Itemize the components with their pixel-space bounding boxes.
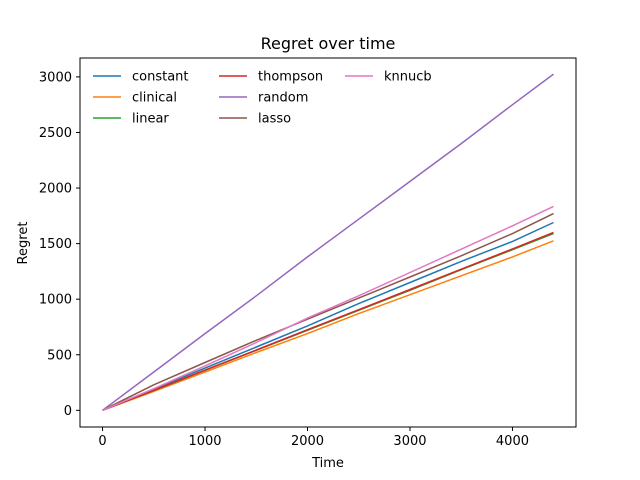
series-line-clinical	[102, 240, 554, 412]
legend-entry-constant: constant	[93, 70, 189, 85]
series-line-thompson	[102, 231, 554, 411]
y-axis-label: Regret	[16, 222, 31, 265]
series-line-knnucb	[102, 205, 554, 411]
chart-title: Regret over time	[261, 34, 396, 53]
x-tick-label: 3000	[393, 434, 426, 449]
x-tick-label: 2000	[291, 434, 324, 449]
legend-label: random	[258, 91, 308, 106]
legend-entry-lasso: lasso	[219, 112, 291, 127]
plot-lines	[102, 73, 554, 412]
legend-entry-clinical: clinical	[93, 91, 177, 106]
legend-entry-knnucb: knnucb	[345, 70, 432, 85]
x-tick-label: 0	[98, 434, 106, 449]
y-axis-ticks: 0 500 1000 1500 2000 2500 3000	[39, 70, 80, 419]
legend-entry-thompson: thompson	[219, 70, 323, 85]
x-tick-label: 1000	[188, 434, 221, 449]
y-tick-label: 2500	[39, 126, 72, 141]
legend-label: linear	[132, 112, 169, 127]
series-line-lasso	[102, 212, 554, 411]
legend-label: thompson	[258, 70, 323, 85]
legend-entry-linear: linear	[93, 112, 169, 127]
legend-label: lasso	[258, 112, 291, 127]
legend-label: knnucb	[384, 70, 432, 85]
legend-label: constant	[132, 70, 189, 85]
y-tick-label: 1000	[39, 293, 72, 308]
y-tick-label: 3000	[39, 70, 72, 85]
series-line-constant	[102, 221, 554, 411]
x-tick-label: 4000	[496, 434, 529, 449]
x-axis-ticks: 0 1000 2000 3000 4000	[98, 427, 529, 449]
y-tick-label: 1500	[39, 237, 72, 252]
y-tick-label: 0	[64, 404, 72, 419]
series-line-random	[102, 73, 554, 411]
chart-legend: constant clinical linear thompson random lass…	[93, 70, 432, 127]
y-tick-label: 500	[47, 348, 72, 363]
legend-label: clinical	[132, 91, 177, 106]
plot-frame	[79, 57, 577, 428]
y-tick-label: 2000	[39, 182, 72, 197]
legend-entry-random: random	[219, 91, 308, 106]
x-axis-label: Time	[311, 456, 344, 471]
